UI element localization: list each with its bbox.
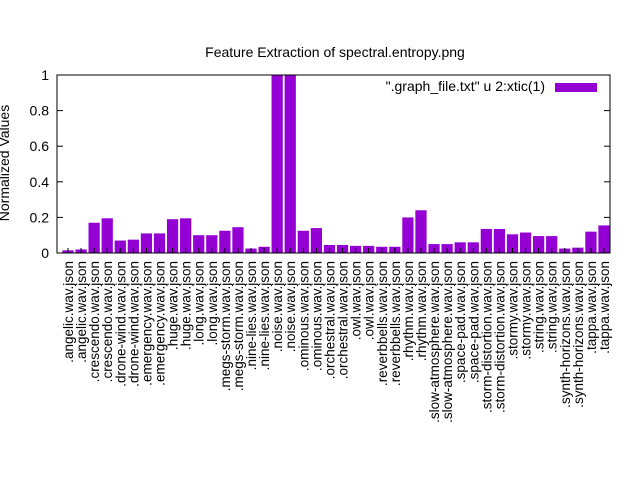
x-tick-label: .rhythm.wav.json — [401, 261, 416, 361]
bars — [62, 75, 610, 253]
bar — [467, 242, 479, 253]
y-tick-label: 0.8 — [30, 103, 50, 119]
bar — [415, 210, 427, 253]
x-tick-label: .rhythm.wav.json — [414, 261, 429, 361]
x-tick-label: .owl.wav.json — [362, 261, 377, 340]
bar — [310, 228, 323, 253]
y-tick-label: 0.6 — [30, 138, 50, 154]
x-tick-label: .megs-storm.wav.json — [218, 261, 233, 391]
x-tick-label: .crescendo.wav.json — [100, 261, 115, 382]
y-tick-label: 1 — [41, 67, 49, 83]
legend-swatch — [555, 83, 597, 92]
bar — [101, 218, 113, 253]
x-tick-label: .orchestral.wav.json — [336, 261, 351, 379]
y-axis-label: Normalized Values — [0, 105, 12, 221]
bar — [402, 217, 414, 253]
x-tick-label: .megs-storm.wav.json — [231, 261, 246, 391]
x-tick-label: .slow-atmosphere.wav.json — [427, 261, 442, 423]
x-tick-label: .nine-lies.wav.json — [244, 261, 259, 370]
x-tick-label: .drone-wind.wav.json — [126, 261, 141, 387]
x-tick-label: .tappa.wav.json — [597, 261, 612, 354]
x-tick-label: .long.wav.json — [205, 261, 220, 346]
chart-title: Feature Extraction of spectral.entropy.p… — [205, 44, 465, 60]
x-tick-label: .reverbbells.wav.json — [388, 261, 403, 386]
plot-frame — [56, 74, 611, 254]
x-tick-label: .space-pad.wav.json — [453, 261, 468, 383]
x-tick-label: .synth-horizons.wav.json — [558, 261, 573, 408]
x-tick-label: .drone-wind.wav.json — [113, 261, 128, 387]
x-tick-label: .tappa.wav.json — [584, 261, 599, 354]
bar — [519, 232, 532, 253]
bar — [127, 239, 139, 253]
x-tick-label: .angelic.wav.json — [74, 261, 89, 363]
x-tick-label: .slow-atmosphere.wav.json — [440, 261, 455, 423]
x-tick-label: .storm-distortion.wav.json — [479, 261, 494, 413]
x-tick-label: .string.wav.json — [532, 261, 547, 353]
bar — [546, 236, 558, 253]
x-tick-label: .ominous.wav.json — [309, 261, 324, 371]
y-ticks: 0 0.2 0.4 0.6 0.8 1 — [30, 67, 610, 261]
bar — [598, 225, 610, 253]
bar — [219, 230, 231, 253]
bar — [454, 242, 466, 253]
bar — [493, 228, 506, 253]
x-tick-label: .noise.wav.json — [283, 261, 298, 352]
bar — [166, 219, 179, 253]
bar — [284, 75, 296, 253]
bar — [114, 240, 126, 253]
y-tick-label: 0 — [41, 245, 49, 261]
bar — [297, 230, 309, 253]
x-tick-label: .storm-distortion.wav.json — [492, 261, 507, 413]
x-tick-label: .nine-lies.wav.json — [257, 261, 272, 370]
x-tick-label: .stormy.wav.json — [505, 261, 520, 360]
x-tick-label: .space-pad.wav.json — [466, 261, 481, 383]
bar — [206, 235, 218, 253]
bar — [88, 222, 100, 253]
bar — [585, 231, 597, 253]
bar — [232, 227, 244, 253]
x-tick-label: .orchestral.wav.json — [322, 261, 337, 379]
y-tick-label: 0.2 — [30, 209, 50, 225]
bar — [193, 235, 205, 253]
bar — [480, 228, 492, 253]
x-tick-label: .ominous.wav.json — [296, 261, 311, 371]
x-tick-label: .long.wav.json — [192, 261, 207, 346]
x-tick-label: .reverbbells.wav.json — [375, 261, 390, 386]
x-tick-label: .noise.wav.json — [270, 261, 285, 352]
x-tick-label: .stormy.wav.json — [519, 261, 534, 360]
x-tick-label: .synth-horizons.wav.json — [571, 261, 586, 408]
bar — [506, 234, 519, 253]
x-tick-label: .string.wav.json — [545, 261, 560, 353]
x-tick-label: .angelic.wav.json — [61, 261, 76, 363]
bar — [153, 233, 166, 253]
legend: ".graph_file.txt" u 2:xtic(1) — [386, 78, 597, 94]
x-tick-label: .owl.wav.json — [349, 261, 364, 340]
x-ticks: .angelic.wav.json.angelic.wav.json.cresc… — [61, 248, 612, 423]
legend-label: ".graph_file.txt" u 2:xtic(1) — [386, 78, 545, 94]
bar — [533, 236, 545, 253]
bar — [140, 233, 153, 253]
y-tick-label: 0.4 — [30, 174, 50, 190]
bar — [180, 218, 192, 253]
x-tick-label: .crescendo.wav.json — [87, 261, 102, 382]
bar — [271, 75, 283, 253]
x-tick-label: .emergency.wav.json — [153, 261, 168, 386]
x-tick-label: .huge.wav.json — [166, 261, 181, 350]
x-tick-label: .emergency.wav.json — [139, 261, 154, 386]
x-tick-label: .huge.wav.json — [179, 261, 194, 350]
